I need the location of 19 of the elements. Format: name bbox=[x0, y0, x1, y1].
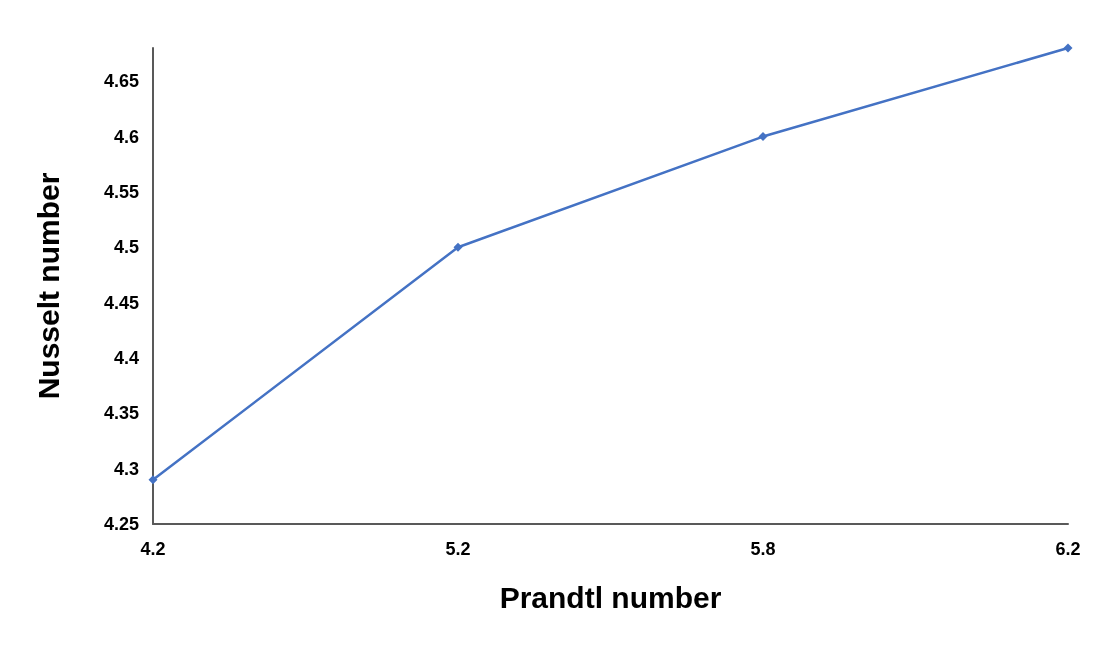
point bbox=[758, 132, 768, 142]
x-tick-label: 6.2 bbox=[1055, 539, 1081, 559]
x-axis-title: Prandtl number bbox=[499, 580, 722, 614]
y-tick-label: 4.45 bbox=[103, 292, 139, 313]
y-tick-label: 4.3 bbox=[113, 458, 139, 479]
y-tick-label: 4.4 bbox=[113, 347, 139, 368]
y-tick-label: 4.6 bbox=[113, 126, 139, 147]
y-axis-title: Nusselt number bbox=[31, 172, 65, 400]
y-tick-label: 4.65 bbox=[103, 71, 139, 92]
y-tick-label: 4.25 bbox=[103, 514, 139, 534]
y-tick-label: 4.35 bbox=[103, 403, 139, 424]
point bbox=[148, 475, 158, 485]
x-tick-label: 5.2 bbox=[445, 539, 471, 559]
point bbox=[1063, 43, 1073, 53]
point bbox=[453, 242, 463, 252]
y-tick-label: 4.5 bbox=[113, 237, 139, 258]
y-tick-label: 4.55 bbox=[103, 181, 139, 202]
x-tick-label: 4.2 bbox=[140, 539, 166, 559]
x-tick-label: 5.8 bbox=[750, 539, 776, 559]
